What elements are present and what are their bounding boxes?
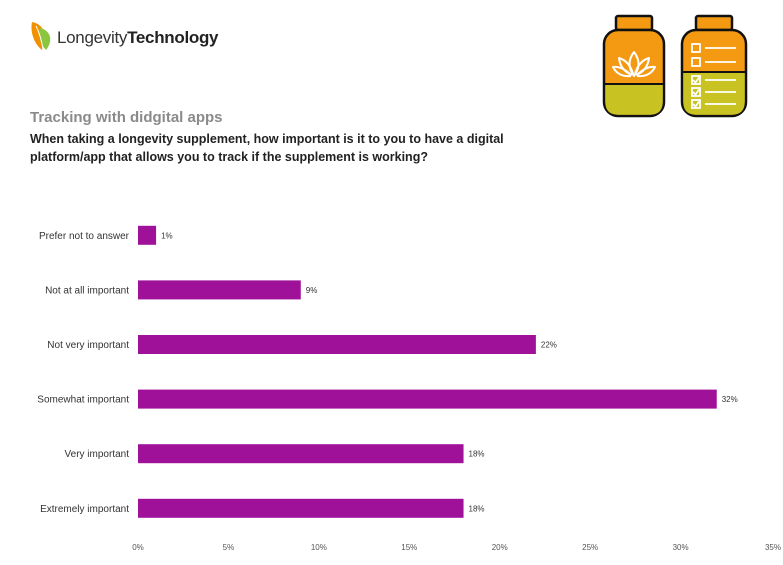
bar-value-label: 18% [469,504,485,513]
chart-title: When taking a longevity supplement, how … [30,132,504,164]
bar [138,225,157,245]
bar [138,280,301,300]
lotus-jar-icon [602,14,666,118]
bar [138,389,717,409]
category-label: Not very important [47,340,129,351]
brand-logo: LongevityTechnology [30,18,230,54]
checklist-jar-icon [680,14,748,118]
bar [138,498,464,518]
x-tick-label: 35% [765,543,781,552]
x-tick-label: 30% [673,543,689,552]
category-label: Extremely important [40,504,129,515]
x-tick-label: 10% [311,543,327,552]
bar-value-label: 18% [469,450,485,459]
brand-name-bold: Technology [127,28,219,47]
category-label: Prefer not to answer [39,231,130,242]
category-label: Very important [65,449,130,460]
bar-value-label: 22% [541,341,557,350]
x-tick-label: 20% [492,543,508,552]
bar [138,335,536,354]
bar-value-label: 32% [722,395,738,404]
category-label: Somewhat important [37,395,129,406]
brand-name: LongevityTechnology [57,28,219,48]
bar-value-label: 1% [161,231,173,240]
x-tick-label: 5% [223,543,235,552]
leaf-logo-icon [31,22,51,51]
x-tick-label: 25% [582,543,598,552]
supplement-jars-illustration [602,14,748,118]
chart-subtitle: Tracking with didgital apps [30,109,223,126]
category-label: Not at all important [45,285,129,296]
x-tick-label: 0% [132,543,144,552]
brand-name-light: Longevity [57,28,128,47]
bar [138,444,464,464]
x-tick-label: 15% [401,543,417,552]
bar-value-label: 9% [306,286,318,295]
